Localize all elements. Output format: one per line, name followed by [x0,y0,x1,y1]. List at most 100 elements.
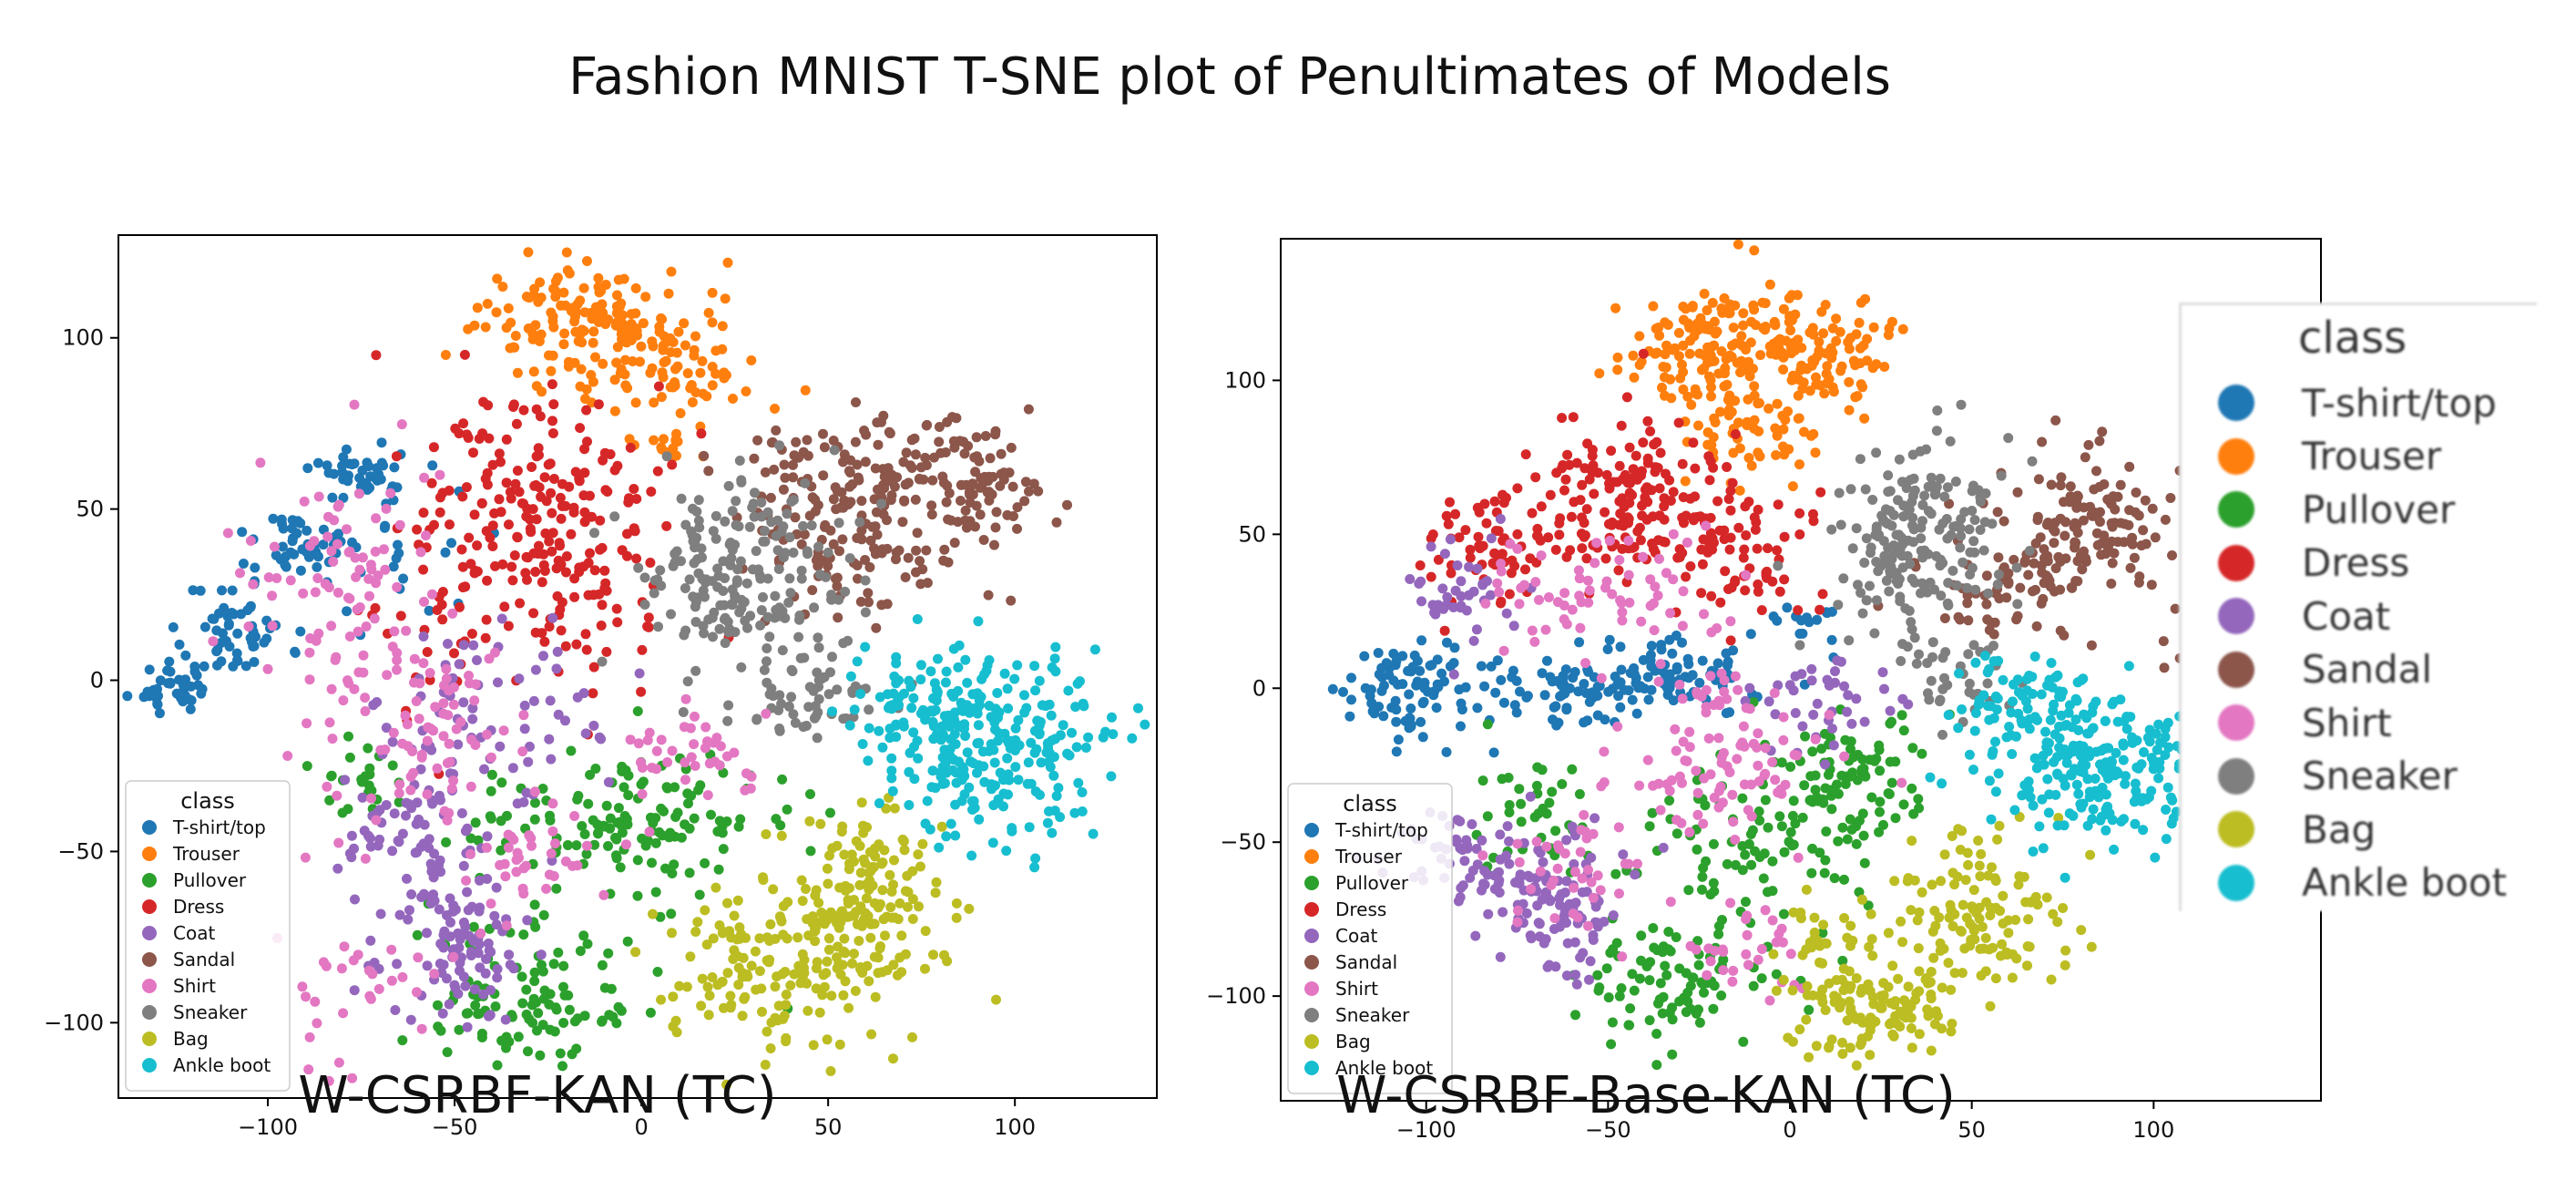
scatter-point [854,840,865,851]
scatter-point [967,805,977,815]
scatter-point [276,514,287,525]
scatter-point [1974,860,1985,871]
scatter-point [1541,841,1552,852]
scatter-point [1812,614,1823,625]
scatter-point [526,462,537,472]
scatter-point [622,936,633,947]
scatter-point [722,898,732,908]
scatter-point [454,659,465,670]
scatter-point [1774,586,1785,597]
scatter-point [406,803,417,814]
scatter-point [1619,684,1630,695]
scatter-point [707,972,718,982]
scatter-point [618,273,629,284]
scatter-point [1668,529,1679,539]
scatter-point [1929,584,1940,595]
scatter-point [1776,821,1787,832]
scatter-point [659,806,669,816]
scatter-point [1749,381,1760,392]
scatter-point [1577,887,1588,898]
scatter-point [1483,908,1494,919]
scatter-point [521,984,532,995]
scatter-point [655,565,666,576]
scatter-point [1814,380,1825,391]
scatter-point [585,490,595,501]
scatter-point [800,385,811,395]
scatter-point [366,793,376,804]
scatter-point [843,1002,854,1013]
scatter-point [756,605,767,616]
scatter-point [1566,511,1577,522]
scatter-point [1702,305,1712,315]
scatter-point [1516,816,1527,827]
scatter-point [670,831,680,842]
scatter-point [1853,580,1863,590]
scatter-point [1608,910,1619,920]
scatter-point [1533,845,1544,856]
scatter-point [1794,1024,1805,1035]
scatter-point [593,399,604,410]
scatter-point [1667,1014,1678,1025]
scatter-point [843,864,854,875]
scatter-point [2067,582,2078,593]
scatter-point [817,990,828,1001]
scatter-point [1917,516,1927,527]
scatter-point [1739,741,1750,752]
scatter-point [931,877,942,888]
scatter-point [339,941,350,952]
scatter-point [1030,685,1041,696]
scatter-point [422,735,433,746]
scatter-point [735,556,746,567]
scatter-point [2125,562,2136,573]
scatter-point [835,970,846,980]
scatter-point [1846,718,1857,729]
scatter-point [1661,362,1671,373]
scatter-point [964,903,975,914]
scatter-point [1607,589,1618,600]
scatter-point [915,660,926,671]
scatter-point [550,838,560,849]
scatter-point [302,761,312,772]
scatter-point [1758,873,1769,884]
scatter-point [1486,533,1497,544]
scatter-point [676,493,687,504]
scatter-point [1570,970,1581,980]
scatter-point [374,834,385,845]
scatter-point [787,666,798,677]
scatter-point [1805,771,1816,782]
scatter-point [1797,721,1808,732]
scatter-point [1890,813,1901,824]
scatter-point [1914,649,1924,660]
scatter-point [990,724,1000,735]
scatter-point [1100,726,1110,737]
scatter-point [494,494,505,505]
scatter-point [544,621,555,632]
scatter-point [496,777,507,788]
scatter-point [557,1061,567,1072]
scatter-point [580,394,590,405]
scatter-point [1083,732,1094,743]
scatter-point [1896,777,1907,788]
scatter-point [422,928,432,939]
scatter-point [1745,629,1756,640]
scatter-point [1908,524,1919,535]
scatter-point [860,457,871,467]
scatter-point [710,533,721,544]
scatter-point [304,674,315,685]
scatter-point [1624,442,1635,453]
scatter-point [585,769,596,780]
scatter-point [504,519,514,530]
scatter-point [1927,637,1938,648]
scatter-point [597,1015,608,1026]
scatter-point [715,741,726,752]
scatter-point [1806,675,1817,686]
scatter-point [1970,584,1981,595]
scatter-point [1627,969,1638,980]
scatter-point [1663,944,1674,955]
scatter-point [809,713,820,724]
scatter-point [1046,710,1057,721]
scatter-point [792,932,803,943]
scatter-point [1663,684,1673,695]
scatter-point [808,1040,819,1051]
scatter-point [475,928,486,939]
